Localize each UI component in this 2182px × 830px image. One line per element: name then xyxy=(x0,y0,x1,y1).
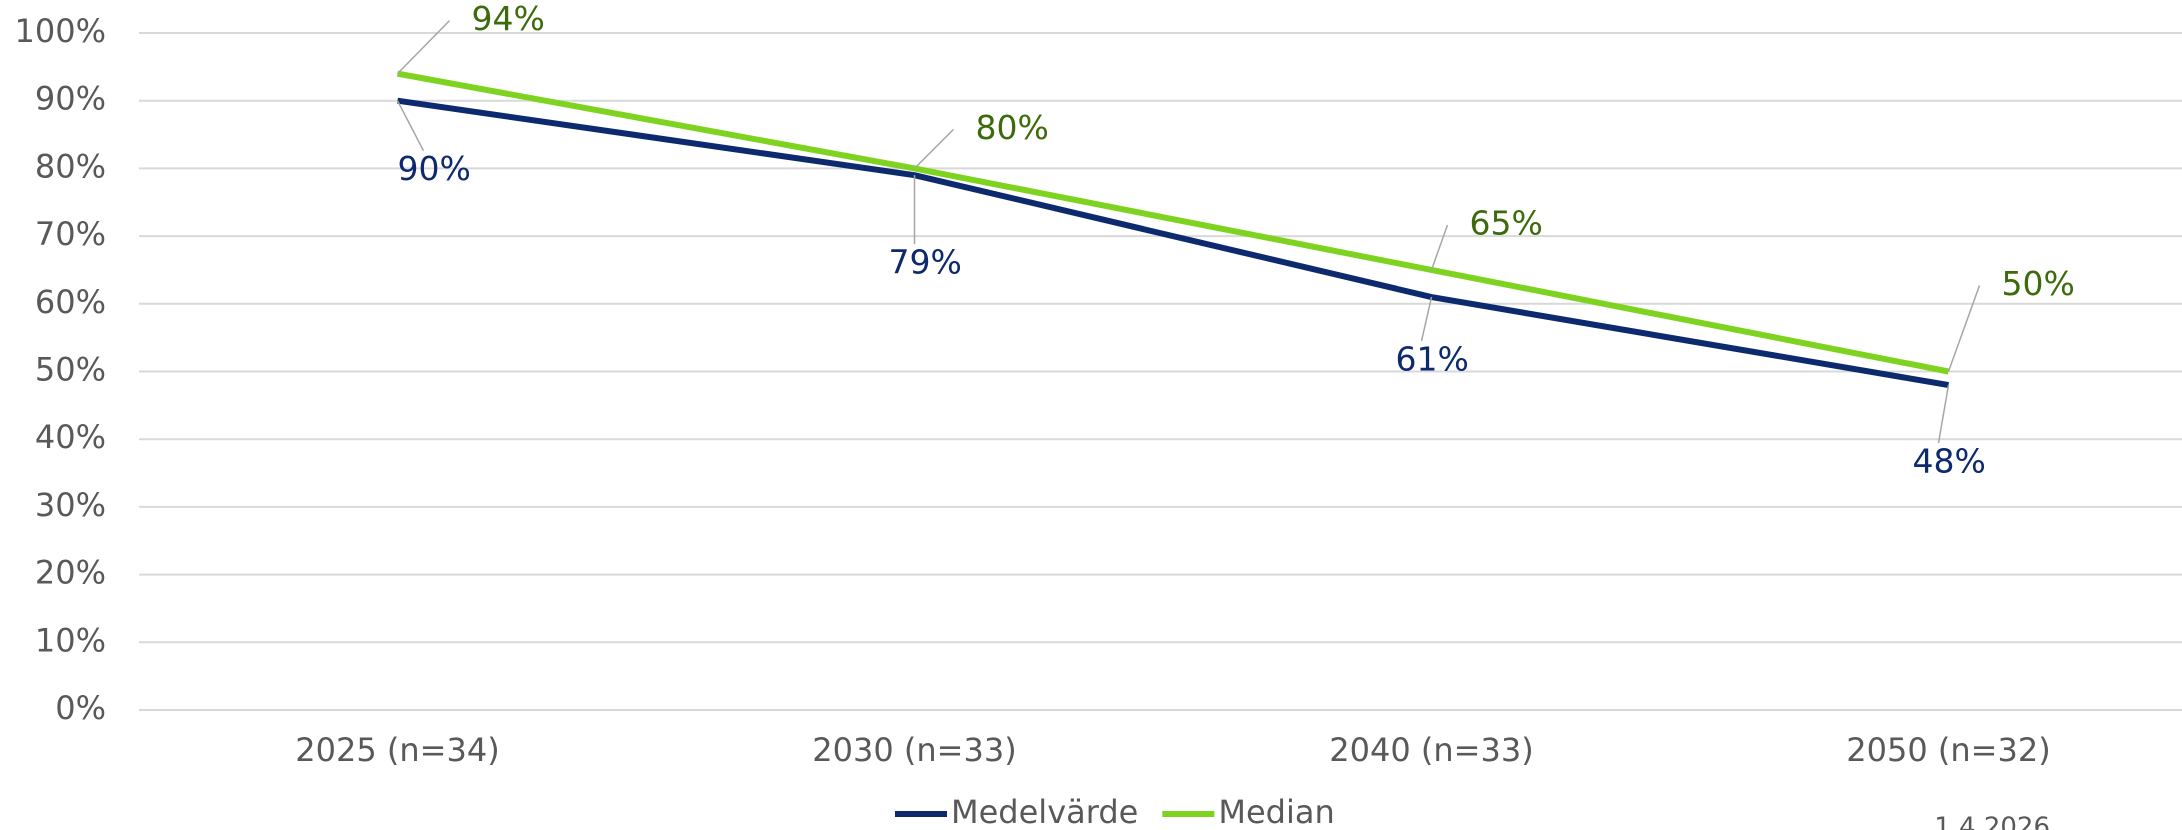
y-tick-label: 80% xyxy=(35,147,106,185)
data-label: 48% xyxy=(1913,442,1986,481)
y-tick-label: 40% xyxy=(35,418,106,456)
data-label: 79% xyxy=(889,243,962,282)
y-tick-label: 100% xyxy=(15,12,106,50)
y-tick-label: 50% xyxy=(35,351,106,389)
leader-line xyxy=(1937,384,1950,444)
x-tick-label: 2025 (n=34) xyxy=(295,731,499,769)
legend-label: Medelvärde xyxy=(951,793,1138,830)
y-tick-label: 70% xyxy=(35,215,106,253)
y-tick-label: 60% xyxy=(35,283,106,321)
x-tick-label: 2050 (n=32) xyxy=(1846,731,2050,769)
line xyxy=(396,70,1950,375)
y-tick-label: 20% xyxy=(35,554,106,592)
leader-line xyxy=(1420,296,1433,342)
y-tick-label: 10% xyxy=(35,621,106,659)
leader-line xyxy=(396,20,451,75)
date: 1.4.2026 xyxy=(1934,813,2050,830)
leader-line xyxy=(396,100,425,152)
data-label: 80% xyxy=(976,108,1049,147)
y-tick-label: 90% xyxy=(35,80,106,118)
x-tick-label: 2030 (n=33) xyxy=(812,731,1016,769)
y-tick-label: 30% xyxy=(35,486,106,524)
line xyxy=(397,97,1950,388)
leader-line xyxy=(913,128,955,169)
data-label: 65% xyxy=(1470,203,1543,242)
leader-line xyxy=(1947,285,1981,372)
data-label: 90% xyxy=(398,149,471,188)
data-label: 61% xyxy=(1396,340,1469,379)
legend-label: Median xyxy=(1218,793,1334,830)
data-label: 50% xyxy=(2002,264,2075,303)
x-tick-label: 2040 (n=33) xyxy=(1329,731,1533,769)
y-tick-label: 0% xyxy=(55,689,106,727)
data-label: 94% xyxy=(472,0,545,38)
leader-line xyxy=(1430,224,1449,271)
